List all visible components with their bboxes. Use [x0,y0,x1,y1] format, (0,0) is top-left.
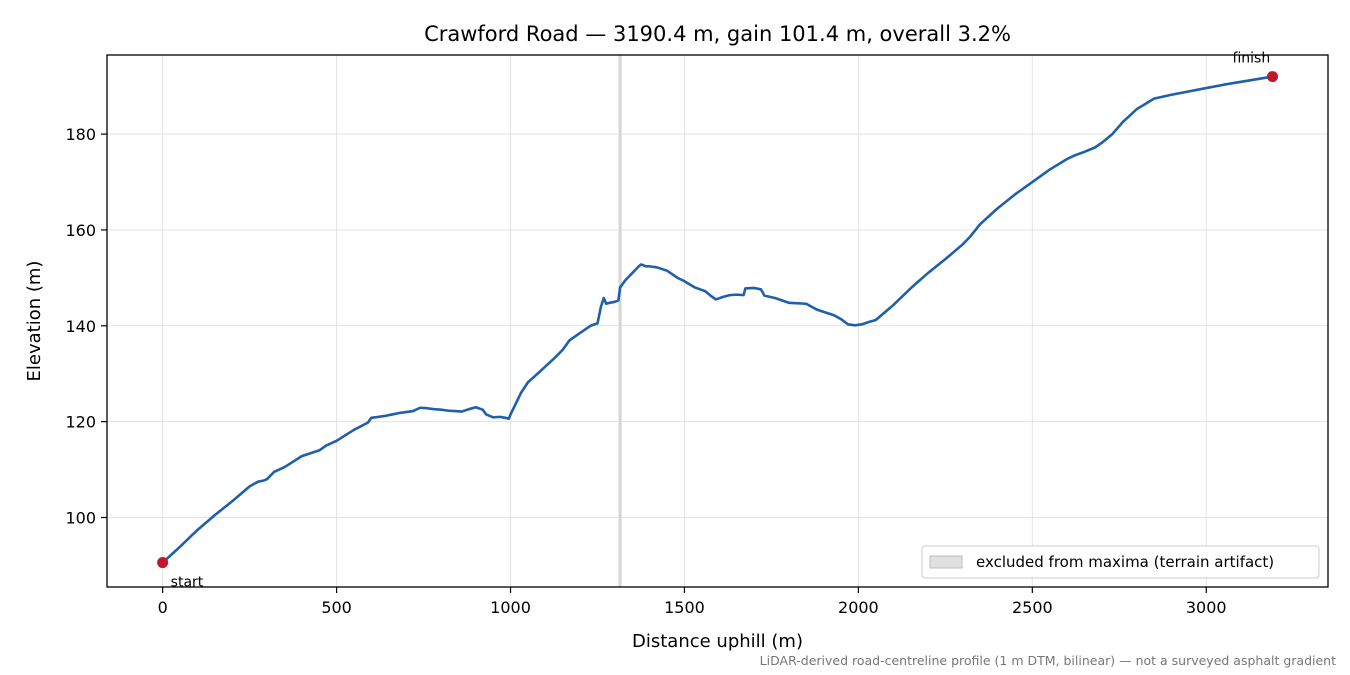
x-tick-label: 2000 [838,598,879,617]
plot-frame [106,54,1329,588]
finish-marker [1266,71,1278,83]
y-tick-label: 160 [65,221,96,240]
legend-swatch [929,555,963,569]
footnote: LiDAR-derived road-centreline profile (1… [760,653,1336,668]
excluded-region [618,55,622,587]
start-label: start [171,575,204,591]
legend-box [921,545,1320,579]
tick-layer: 0 500 1000 1500 2000 2500 3000 100 120 140 160 180 [65,125,1226,617]
start-marker [157,557,169,569]
grid [107,55,1328,587]
x-tick-label: 2500 [1012,598,1053,617]
y-tick-label: 120 [65,413,96,432]
finish-label: finish [1232,51,1270,67]
y-tick-label: 140 [65,317,96,336]
y-tick-label: 180 [65,125,96,144]
x-tick-label: 500 [321,598,352,617]
y-tick-label: 100 [65,509,96,528]
x-tick-label: 1000 [490,598,531,617]
series-layer [161,75,1274,564]
x-axis-label: Distance uphill (m) [632,631,803,652]
x-tick-label: 1500 [664,598,705,617]
x-tick-label: 0 [158,598,168,617]
excluded-region-band [618,55,622,587]
y-axis-label: Elevation (m) [24,261,45,382]
elevation-line [161,75,1274,564]
legend-label-excluded: excluded from maxima (terrain artifact) [976,553,1274,571]
x-tick-label: 3000 [1186,598,1227,617]
chart-title: Crawford Road — 3190.4 m, gain 101.4 m, … [424,22,1011,46]
legend: excluded from maxima (terrain artifact) [921,545,1320,579]
